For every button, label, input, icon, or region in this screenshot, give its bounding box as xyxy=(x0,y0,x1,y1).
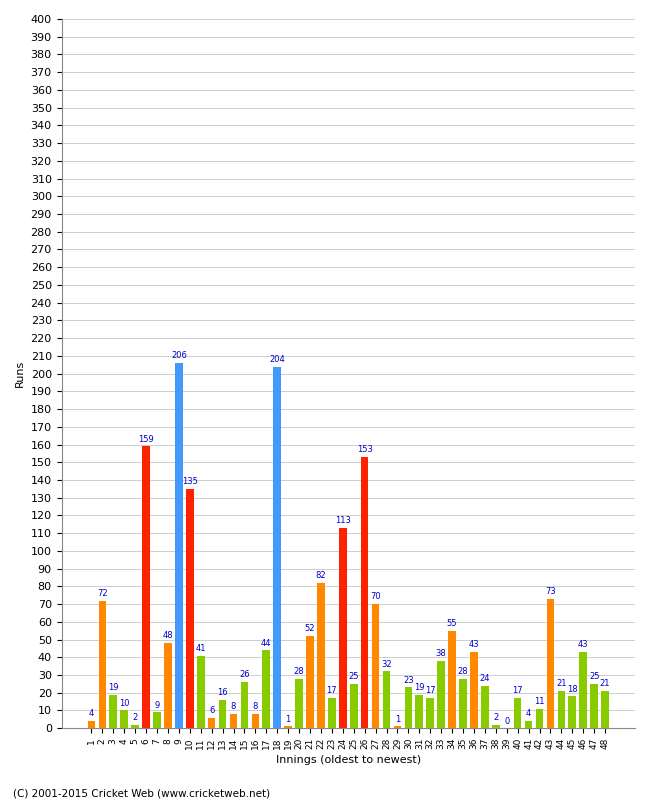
Bar xyxy=(208,718,215,728)
Bar xyxy=(219,700,226,728)
Text: 72: 72 xyxy=(97,589,108,598)
Text: 25: 25 xyxy=(589,672,599,682)
Bar xyxy=(164,643,172,728)
Text: 1: 1 xyxy=(395,714,400,724)
Text: 70: 70 xyxy=(370,593,381,602)
Bar xyxy=(175,363,183,728)
X-axis label: Innings (oldest to newest): Innings (oldest to newest) xyxy=(276,755,421,765)
Bar xyxy=(317,583,325,728)
Text: 28: 28 xyxy=(294,667,304,676)
Bar xyxy=(404,687,412,728)
Bar xyxy=(525,721,532,728)
Bar xyxy=(536,709,543,728)
Text: 25: 25 xyxy=(348,672,359,682)
Text: 17: 17 xyxy=(425,686,436,695)
Text: 52: 52 xyxy=(305,624,315,634)
Text: 153: 153 xyxy=(357,446,372,454)
Bar xyxy=(426,698,434,728)
Text: 17: 17 xyxy=(326,686,337,695)
Bar xyxy=(514,698,521,728)
Bar xyxy=(394,726,401,728)
Bar xyxy=(383,671,391,728)
Bar xyxy=(274,366,281,728)
Bar xyxy=(569,696,576,728)
Text: 1: 1 xyxy=(285,714,291,724)
Bar xyxy=(153,712,161,728)
Bar xyxy=(361,457,369,728)
Bar xyxy=(131,725,139,728)
Text: 204: 204 xyxy=(269,355,285,364)
Bar xyxy=(415,694,423,728)
Bar xyxy=(240,682,248,728)
Text: 82: 82 xyxy=(316,571,326,580)
Bar xyxy=(448,630,456,728)
Text: 21: 21 xyxy=(556,679,567,688)
Text: 19: 19 xyxy=(414,683,424,692)
Text: 23: 23 xyxy=(403,676,413,685)
Text: 32: 32 xyxy=(381,660,392,669)
Text: 9: 9 xyxy=(154,701,160,710)
Bar xyxy=(328,698,335,728)
Bar xyxy=(601,691,609,728)
Bar xyxy=(372,604,380,728)
Text: 2: 2 xyxy=(493,713,499,722)
Text: 135: 135 xyxy=(182,478,198,486)
Y-axis label: Runs: Runs xyxy=(15,360,25,387)
Text: 19: 19 xyxy=(108,683,118,692)
Text: 16: 16 xyxy=(217,688,228,697)
Bar xyxy=(590,684,598,728)
Bar xyxy=(350,684,358,728)
Bar xyxy=(558,691,566,728)
Text: 21: 21 xyxy=(600,679,610,688)
Text: 11: 11 xyxy=(534,697,545,706)
Bar xyxy=(120,710,128,728)
Text: 206: 206 xyxy=(171,351,187,360)
Text: 4: 4 xyxy=(526,710,531,718)
Text: 8: 8 xyxy=(231,702,236,711)
Text: 55: 55 xyxy=(447,619,458,628)
Bar xyxy=(263,650,270,728)
Bar xyxy=(306,636,314,728)
Text: 38: 38 xyxy=(436,649,447,658)
Bar xyxy=(492,725,500,728)
Text: 17: 17 xyxy=(512,686,523,695)
Text: 41: 41 xyxy=(196,644,206,653)
Bar xyxy=(88,721,96,728)
Bar xyxy=(295,678,303,728)
Bar xyxy=(481,686,489,728)
Bar xyxy=(252,714,259,728)
Text: 0: 0 xyxy=(504,717,510,726)
Text: 43: 43 xyxy=(578,640,588,650)
Bar xyxy=(437,661,445,728)
Text: 43: 43 xyxy=(469,640,479,650)
Bar xyxy=(459,678,467,728)
Text: (C) 2001-2015 Cricket Web (www.cricketweb.net): (C) 2001-2015 Cricket Web (www.cricketwe… xyxy=(13,788,270,798)
Text: 18: 18 xyxy=(567,685,578,694)
Text: 44: 44 xyxy=(261,638,272,647)
Bar xyxy=(470,652,478,728)
Bar xyxy=(197,655,205,728)
Bar xyxy=(339,528,346,728)
Bar xyxy=(579,652,587,728)
Text: 10: 10 xyxy=(119,699,129,708)
Text: 26: 26 xyxy=(239,670,250,679)
Text: 113: 113 xyxy=(335,516,351,526)
Text: 73: 73 xyxy=(545,587,556,596)
Text: 2: 2 xyxy=(133,713,138,722)
Text: 48: 48 xyxy=(162,631,174,641)
Text: 4: 4 xyxy=(89,710,94,718)
Text: 8: 8 xyxy=(253,702,258,711)
Text: 28: 28 xyxy=(458,667,469,676)
Bar xyxy=(284,726,292,728)
Text: 6: 6 xyxy=(209,706,214,715)
Bar xyxy=(109,694,117,728)
Bar xyxy=(99,601,106,728)
Text: 159: 159 xyxy=(138,434,154,444)
Bar xyxy=(229,714,237,728)
Text: 24: 24 xyxy=(480,674,490,683)
Bar xyxy=(547,598,554,728)
Bar xyxy=(186,489,194,728)
Bar xyxy=(142,446,150,728)
